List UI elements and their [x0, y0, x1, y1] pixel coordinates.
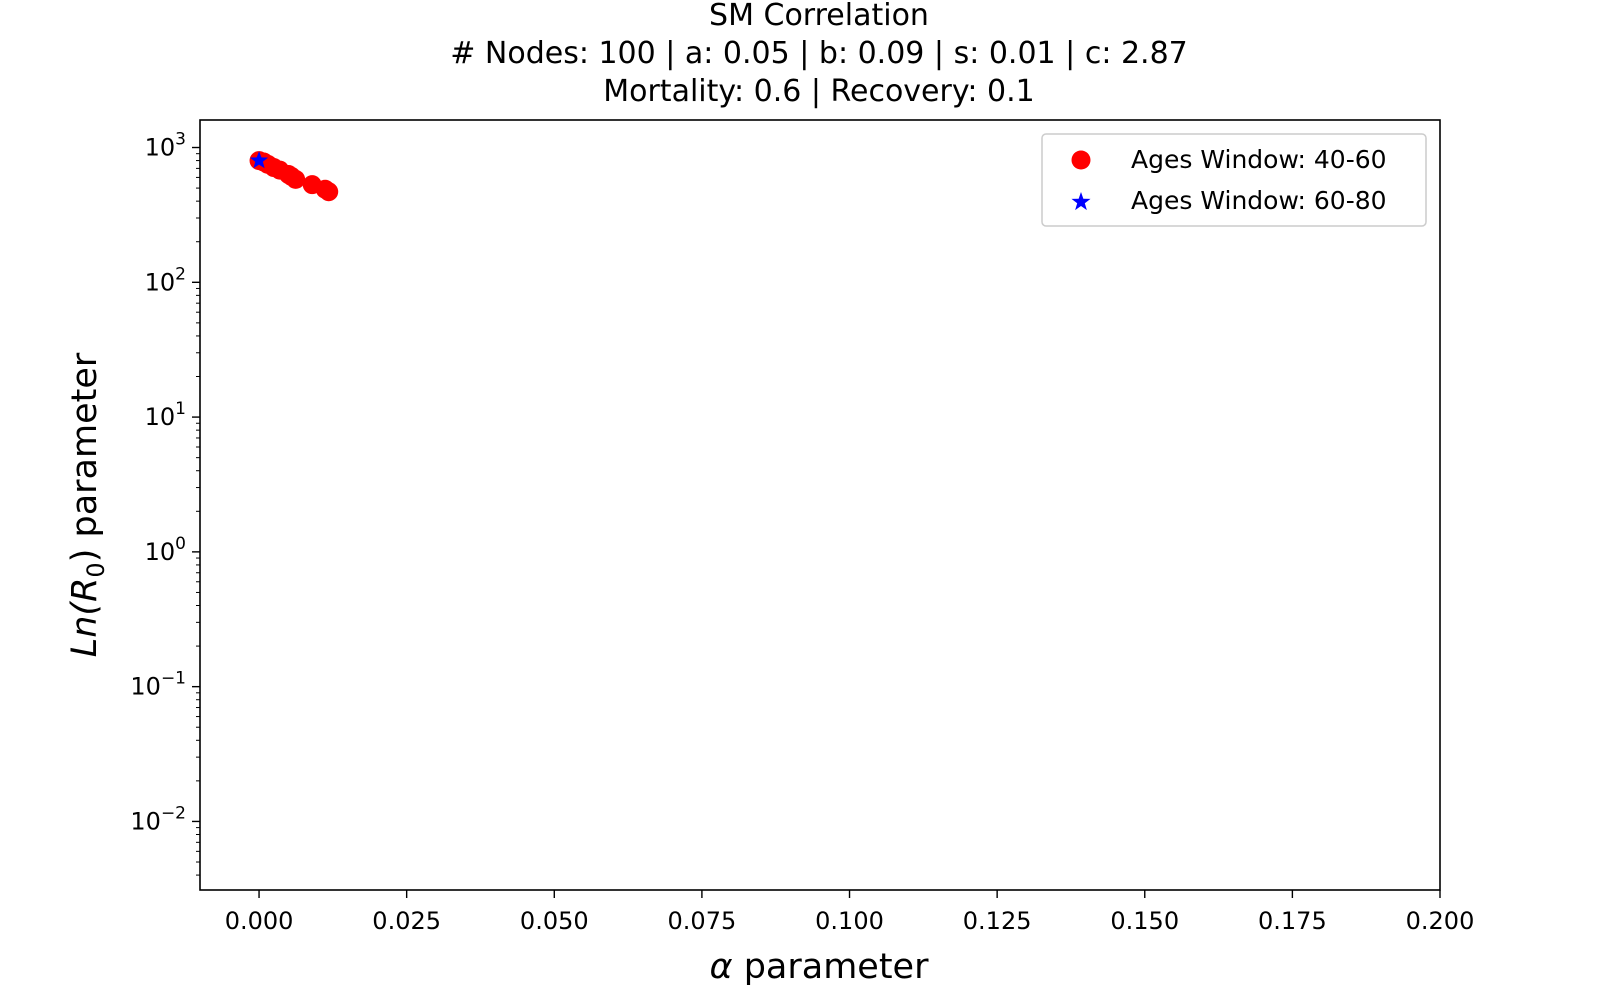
legend: Ages Window: 40-60 Ages Window: 60-80: [1041, 133, 1427, 227]
y-axis-label-var: R: [65, 578, 105, 602]
x-axis: 0.000 0.025 0.050 0.075 0.100 0.125 0.150 0.175…: [225, 890, 1475, 935]
y-axis: 103 102 101 100 10−1 10−2: [130, 130, 200, 876]
x-tick-label: 0.100: [815, 907, 884, 935]
legend-box: [1041, 133, 1427, 227]
y-tick-label: 10−1: [130, 669, 186, 701]
chart-title: SM Correlation # Nodes: 100 | a: 0.05 | …: [450, 0, 1188, 109]
plot-area: [200, 120, 1440, 890]
x-tick-label: 0.125: [963, 907, 1032, 935]
x-axis-label-text: parameter: [733, 947, 930, 987]
y-axis-label-sub: 0: [82, 562, 110, 577]
plot-frame: [199, 119, 1441, 891]
y-tick-label: 100: [145, 534, 186, 566]
y-axis-label-suffix: ) parameter: [65, 352, 105, 562]
title-line-3: Mortality: 0.6 | Recovery: 0.1: [603, 74, 1035, 109]
x-tick-label: 0.200: [1406, 907, 1475, 935]
y-tick-label: 103: [145, 130, 186, 162]
title-line-1: SM Correlation: [709, 0, 929, 33]
y-tick-label: 101: [145, 399, 186, 431]
legend-label-40-60: Ages Window: 40-60: [1131, 145, 1387, 174]
x-tick-label: 0.075: [668, 907, 737, 935]
y-tick-label: 102: [145, 264, 186, 296]
y-tick-label: 10−2: [130, 803, 186, 835]
x-tick-label: 0.175: [1258, 907, 1327, 935]
x-axis-label-symbol: α: [710, 947, 733, 987]
point-series-0: [286, 169, 306, 189]
y-axis-label-prefix: Ln(: [65, 601, 105, 658]
point-series-0: [319, 182, 339, 202]
x-axis-label: α parameter: [710, 947, 930, 987]
legend-label-60-80: Ages Window: 60-80: [1131, 186, 1387, 215]
legend-marker-circle: [1071, 150, 1091, 170]
x-tick-label: 0.000: [225, 907, 294, 935]
x-tick-label: 0.050: [520, 907, 589, 935]
data-points: [249, 151, 339, 202]
legend-marker-star: [1071, 192, 1091, 211]
point-series-1: [250, 151, 269, 169]
y-axis-label: Ln(R0) parameter: [65, 352, 110, 657]
x-tick-label: 0.150: [1110, 907, 1179, 935]
x-tick-label: 0.025: [372, 907, 441, 935]
title-line-2: # Nodes: 100 | a: 0.05 | b: 0.09 | s: 0.…: [450, 36, 1188, 71]
